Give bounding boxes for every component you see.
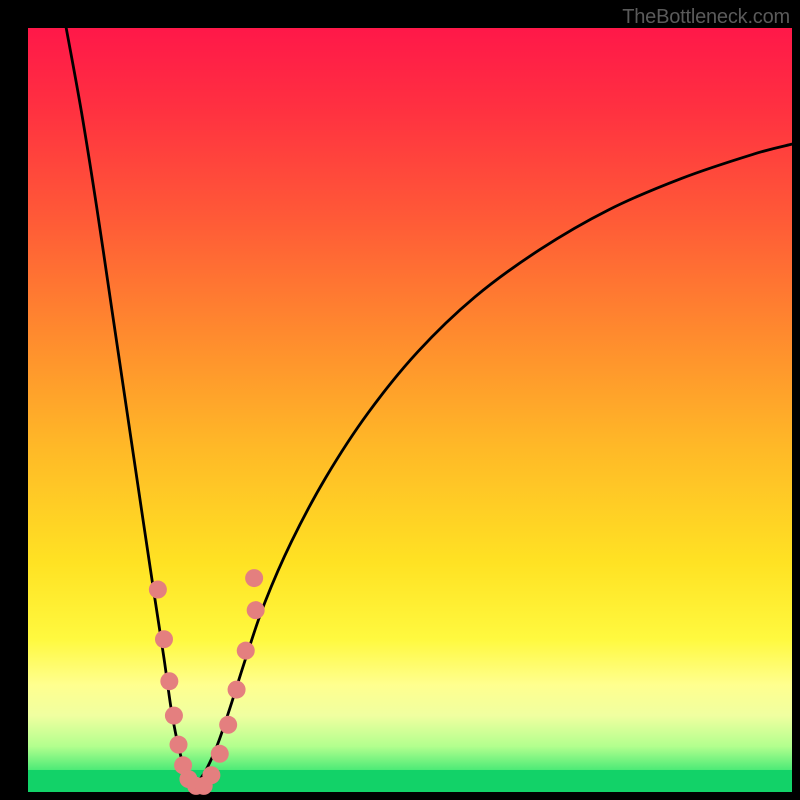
data-marker [245, 569, 263, 587]
chart-frame: TheBottleneck.com [0, 0, 800, 800]
data-marker [228, 681, 246, 699]
data-marker [155, 630, 173, 648]
data-marker [202, 766, 220, 784]
data-marker [165, 707, 183, 725]
data-marker [219, 716, 237, 734]
data-marker [160, 672, 178, 690]
plot-background-gradient [28, 28, 792, 792]
watermark-text: TheBottleneck.com [622, 6, 790, 29]
data-marker [237, 642, 255, 660]
data-marker [149, 581, 167, 599]
bottom-green-band [28, 770, 792, 792]
data-marker [170, 736, 188, 754]
data-marker [211, 745, 229, 763]
bottleneck-chart [0, 0, 800, 800]
data-marker [247, 601, 265, 619]
